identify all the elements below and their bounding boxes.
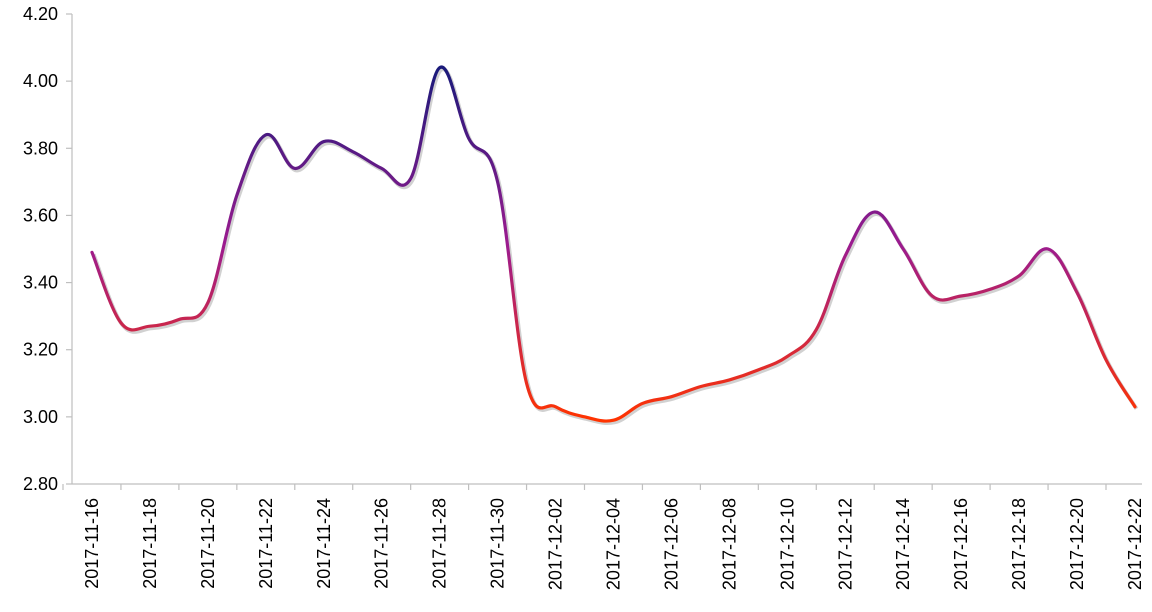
data-point [235,193,239,197]
data-point [698,385,702,389]
y-tick-label: 4.20 [23,4,58,24]
data-point [554,405,558,409]
data-point [901,247,905,251]
data-point [785,354,789,358]
x-tick-label: 2017-12-04 [604,498,624,590]
x-tick-label: 2017-12-10 [777,498,797,590]
x-axis: 2017-11-16 2017-11-18 2017-11-20 2017-11-22… [62,483,1145,590]
y-tick-label: 3.20 [23,340,58,360]
data-point [814,328,818,332]
y-tick-label: 2.80 [23,474,58,494]
x-tick-label: 2017-12-22 [1125,498,1145,590]
data-point [669,395,673,399]
data-point [351,150,355,154]
x-tick-label: 2017-12-06 [661,498,681,590]
data-point [988,287,992,291]
series-line-0 [90,65,1137,423]
data-point [1075,291,1079,295]
data-point [1017,274,1021,278]
data-point [1133,405,1137,409]
y-tick-label: 3.60 [23,205,58,225]
series-layer [90,65,1139,426]
data-point [612,418,616,422]
series-line-shadow [91,67,1139,426]
data-point [148,324,152,328]
data-point [727,378,731,382]
y-tick-label: 4.00 [23,71,58,91]
x-tick-label: 2017-12-16 [951,498,971,590]
x-tick-label: 2017-12-12 [835,498,855,590]
x-tick-label: 2017-11-16 [82,498,102,589]
data-point [119,321,123,325]
data-point [959,294,963,298]
y-axis: 2.80 3.00 3.20 3.40 3.60 3.80 4.00 4.20 [23,4,73,494]
data-point [206,301,210,305]
x-tick-label: 2017-11-20 [198,498,218,589]
data-point [293,166,297,170]
data-point [467,136,471,140]
x-tick-label: 2017-11-24 [314,498,334,589]
y-tick-label: 3.40 [23,273,58,293]
x-tick-label: 2017-12-20 [1067,498,1087,590]
data-point [409,177,413,181]
x-tick-label: 2017-12-14 [893,498,913,590]
x-tick-label: 2017-11-26 [372,498,392,589]
data-point [438,66,442,70]
data-point [322,140,326,144]
x-tick-label: 2017-11-28 [430,498,450,589]
data-point [525,381,529,385]
data-point [756,368,760,372]
data-point [90,250,94,254]
x-tick-label: 2017-11-18 [140,498,160,589]
x-tick-label: 2017-12-02 [546,498,566,590]
data-point [1104,358,1108,362]
data-point [930,294,934,298]
data-point [583,415,587,419]
x-tick-label: 2017-11-30 [488,498,508,589]
data-point [872,210,876,214]
x-tick-label: 2017-11-22 [256,498,276,589]
data-point [640,401,644,405]
y-tick-label: 3.00 [23,407,58,427]
y-tick-label: 3.80 [23,138,58,158]
data-point [264,133,268,137]
data-point [496,180,500,184]
data-point [177,318,181,322]
data-point [380,166,384,170]
x-tick-label: 2017-12-18 [1009,498,1029,590]
data-point [843,254,847,258]
x-tick-label: 2017-12-08 [719,498,739,590]
data-point [1046,247,1050,251]
